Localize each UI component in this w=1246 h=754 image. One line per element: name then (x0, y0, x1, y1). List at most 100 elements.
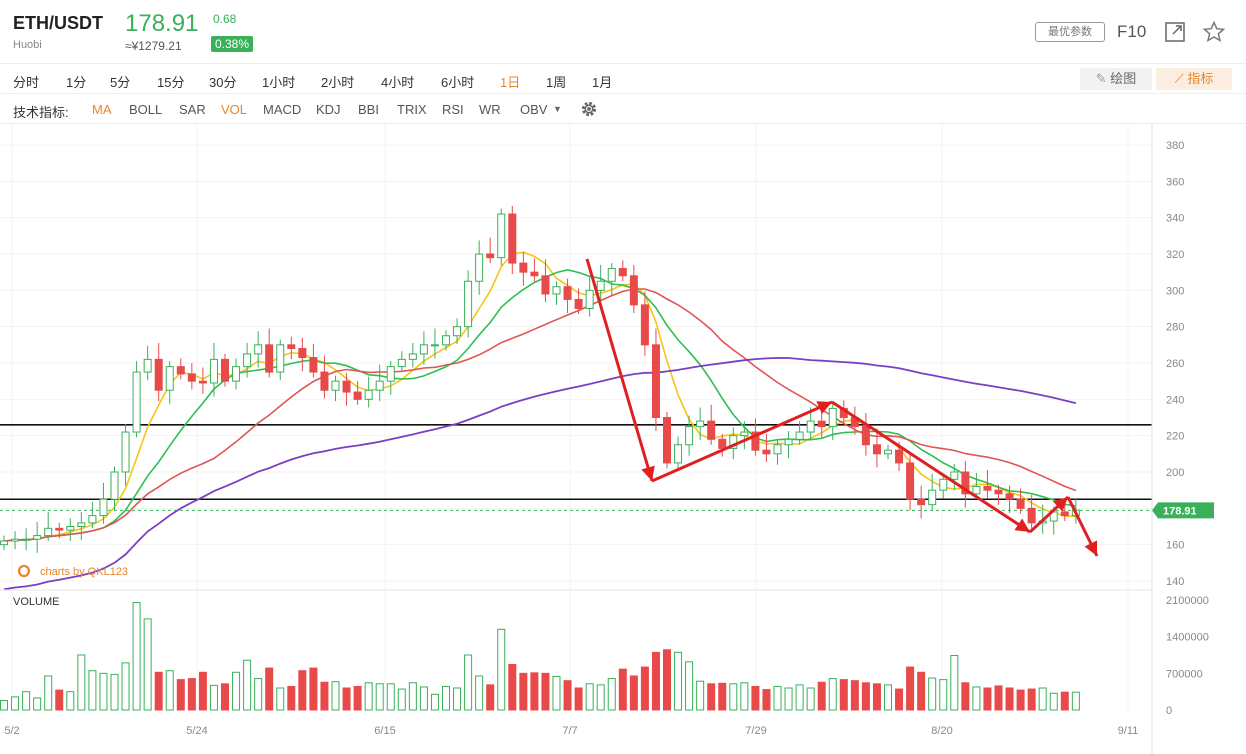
candle-body (563, 286, 572, 300)
watermark-text: charts by QKL123 (40, 566, 128, 578)
date-tick-label: 6/15 (374, 725, 395, 737)
volume-bar (320, 681, 329, 711)
arrow-up-1-head (816, 401, 832, 415)
volume-bar (176, 679, 185, 711)
volume-bar (861, 682, 870, 711)
last-price-label: 178.91 (1163, 505, 1197, 517)
volume-bar (342, 687, 351, 711)
candle-body (187, 373, 196, 382)
tf-1d[interactable]: 1日 (500, 75, 521, 90)
ind-bbi[interactable]: BBI (358, 102, 379, 117)
volume-bar (629, 675, 638, 711)
volume-bar (895, 688, 904, 711)
tf-1mo[interactable]: 1月 (592, 75, 613, 90)
volume-bar (773, 685, 782, 711)
ind-kdj[interactable]: KDJ (316, 102, 341, 117)
volume-bar (331, 681, 340, 711)
ind-ma[interactable]: MA (92, 102, 112, 117)
ind-rsi[interactable]: RSI (442, 102, 464, 117)
candle-body (143, 358, 152, 373)
volume-bar (44, 675, 53, 711)
candle-body (552, 286, 561, 295)
moving-averages (3, 251, 1077, 591)
ind-obv[interactable]: OBV (520, 102, 548, 117)
ind-trix[interactable]: TRIX (397, 102, 427, 117)
price-chart[interactable]: 3803603403203002802602402202001801601402… (0, 124, 1246, 754)
ind-wr[interactable]: WR (479, 102, 501, 117)
candle-body (585, 289, 594, 309)
candle-body (784, 438, 793, 446)
candle-body (983, 486, 992, 491)
candle-body (419, 344, 428, 355)
exchange-name: Huobi (13, 39, 42, 51)
ind-vol[interactable]: VOL (221, 102, 248, 117)
candle-body (110, 471, 119, 500)
tf-5m[interactable]: 5分 (110, 75, 131, 90)
candle-body (817, 420, 826, 428)
line-chart-icon: ⟋ (1174, 71, 1188, 86)
volume-bar (1038, 687, 1047, 711)
ind-boll[interactable]: BOLL (129, 102, 163, 117)
candle-body (1027, 507, 1036, 524)
candle-body (629, 275, 638, 306)
ind-sar[interactable]: SAR (179, 102, 206, 117)
tf-6h[interactable]: 6小时 (441, 75, 475, 90)
volume-bar (994, 685, 1003, 711)
optimal-params-button[interactable]: 最优参数 (1035, 22, 1105, 42)
volume-bar (519, 672, 528, 711)
volume-bar (121, 662, 130, 711)
volume-bar (795, 684, 804, 711)
tf-1h[interactable]: 1小时 (262, 75, 296, 90)
volume-bar (99, 672, 108, 711)
tf-1w[interactable]: 1周 (546, 75, 567, 90)
candle-body (729, 435, 738, 449)
candle-body (276, 344, 285, 373)
candle-body (331, 380, 340, 391)
draw-button[interactable]: ✎ 绘图 (1080, 68, 1152, 90)
tf-15m[interactable]: 15分 (157, 75, 185, 90)
candle-body (442, 335, 450, 346)
tf-1m[interactable]: 1分 (66, 75, 87, 90)
volume-bar (497, 628, 506, 711)
price-tick-label: 220 (1166, 431, 1184, 443)
date-tick-label: 7/7 (562, 725, 577, 737)
price-tick-label: 160 (1166, 540, 1184, 552)
settings-gear-icon[interactable] (580, 100, 598, 118)
tf-fenshi[interactable]: 分时 (13, 75, 40, 90)
header-bar: ETH/USDT Huobi 178.91 0.68 ≈¥1279.21 0.3… (0, 0, 1246, 64)
star-icon[interactable] (1202, 20, 1226, 44)
volume-bar (475, 675, 484, 711)
volume-bar (817, 681, 826, 711)
volume-bar (718, 682, 727, 711)
volume-bar (353, 685, 362, 711)
fullscreen-icon[interactable] (1163, 20, 1187, 44)
indicator-button[interactable]: ⟋ 指标 (1156, 68, 1232, 90)
tf-4h[interactable]: 4小时 (381, 75, 415, 90)
tf-30m[interactable]: 30分 (209, 75, 237, 90)
indicator-bar: 技术指标: MA BOLL SAR VOL MACD KDJ BBI TRIX … (0, 94, 1246, 124)
candle-body (806, 420, 815, 433)
volume-bar (563, 680, 572, 711)
candle-body (685, 426, 694, 446)
arrow-up-2-head (1052, 497, 1068, 512)
candle-body (497, 213, 506, 259)
volume-bar (972, 686, 981, 711)
candle-body (408, 353, 417, 360)
ind-macd[interactable]: MACD (263, 102, 302, 117)
f10-button[interactable]: F10 (1117, 22, 1147, 41)
candle-body (176, 366, 185, 375)
volume-bar (552, 675, 561, 711)
obv-dropdown-icon[interactable]: ▼ (553, 104, 562, 114)
candle-body (165, 366, 174, 391)
price-tick-label: 240 (1166, 394, 1184, 406)
volume-bar (55, 689, 64, 711)
volume-bar (66, 691, 75, 711)
volume-bar (77, 654, 86, 711)
volume-bar (872, 683, 881, 711)
volume-bar (729, 683, 738, 711)
pencil-icon: ✎ (1095, 71, 1111, 86)
volume-bar (696, 680, 705, 711)
candlesticks (0, 205, 1080, 553)
tf-2h[interactable]: 2小时 (321, 75, 355, 90)
volume-bar (906, 666, 915, 711)
